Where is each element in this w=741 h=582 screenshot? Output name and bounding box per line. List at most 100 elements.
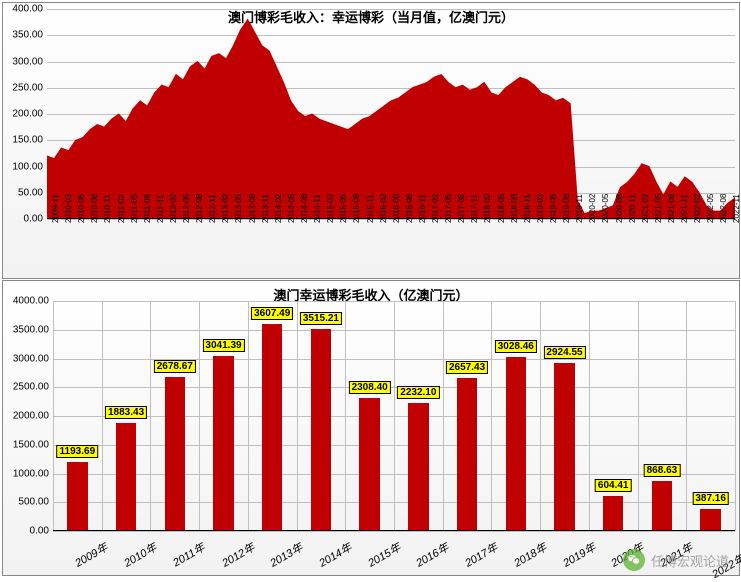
x-tick-label: 2016-08 (405, 194, 414, 223)
area-series (47, 9, 735, 219)
x-tick-label: 2016-02 (379, 194, 388, 223)
x-tick-label: 2018-05 (497, 194, 506, 223)
bar (408, 403, 428, 531)
x-tick-label: 2016-05 (392, 194, 401, 223)
y-tick-label: 4000.00 (13, 296, 49, 307)
x-tick-label: 2014-11 (313, 194, 322, 223)
y-tick-label: 50.00 (18, 187, 43, 198)
x-tick-label: 2015-02 (326, 194, 335, 223)
y-tick-label: 0.00 (24, 214, 43, 225)
x-tick-label: 2015年 (364, 539, 403, 571)
x-tick-label: 2019-02 (536, 194, 545, 223)
bar-value-label: 387.16 (692, 492, 729, 505)
x-tick-label: 2010年 (121, 539, 160, 571)
bar (652, 481, 672, 531)
x-tick-label: 2013-08 (248, 194, 257, 223)
y-tick-label: 150.00 (12, 135, 43, 146)
x-tick-label: 2013-02 (221, 194, 230, 223)
bar-value-label: 2232.10 (397, 386, 439, 399)
y-tick-label: 2000.00 (13, 411, 49, 422)
y-tick-label: 3500.00 (13, 324, 49, 335)
y-tick-label: 350.00 (12, 30, 43, 41)
x-tick-label: 2020-02 (588, 194, 597, 223)
bar (213, 356, 233, 531)
grid-line (248, 301, 249, 531)
x-tick-label: 2020-11 (628, 194, 637, 223)
x-tick-label: 2021-02 (641, 194, 650, 223)
x-tick-label: 2013-05 (234, 194, 243, 223)
y-tick-label: 200.00 (12, 109, 43, 120)
x-tick-label: 2022-08 (719, 194, 728, 223)
y-tick-label: 2500.00 (13, 382, 49, 393)
bar-value-label: 868.63 (644, 464, 681, 477)
x-tick-label: 2011-11 (156, 195, 165, 223)
x-tick-label: 2012-08 (195, 194, 204, 223)
x-tick-label: 2012-05 (182, 194, 191, 223)
x-tick-label: 2021-08 (667, 194, 676, 223)
grid-line (443, 301, 444, 531)
x-tick-label: 2016-11 (418, 194, 427, 223)
bar (700, 509, 720, 531)
top-area-chart: 澳门博彩毛收入：幸运博彩（当月值，亿澳门元） 0.0050.00100.0015… (2, 2, 740, 279)
x-tick-label: 2017-08 (457, 194, 466, 223)
x-tick-label: 2018-11 (523, 194, 532, 223)
x-tick-label: 2019-08 (562, 194, 571, 223)
x-tick-label: 2012年 (218, 539, 257, 571)
y-tick-label: 1000.00 (13, 468, 49, 479)
x-tick-label: 2010-02 (64, 194, 73, 223)
watermark-text: 任博宏观论道 (651, 551, 729, 570)
x-tick-label: 2013年 (267, 539, 306, 571)
grid-line (53, 531, 735, 532)
bar-value-label: 3028.46 (495, 340, 537, 353)
wechat-icon (623, 549, 645, 571)
watermark: 任博宏观论道 (623, 549, 729, 571)
x-tick-label: 2017-05 (444, 194, 453, 223)
x-tick-label: 2011-02 (117, 194, 126, 223)
grid-line (394, 301, 395, 531)
x-tick-label: 2012-02 (169, 194, 178, 223)
x-tick-label: 2018-08 (510, 194, 519, 223)
bottom-y-axis: 0.00500.001000.001500.002000.002500.0030… (3, 301, 53, 531)
bar-value-label: 604.41 (595, 479, 632, 492)
x-tick-label: 2019-11 (575, 194, 584, 223)
y-tick-label: 500.00 (18, 497, 49, 508)
x-tick-label: 2018年 (511, 539, 550, 571)
chart-container: 澳门博彩毛收入：幸运博彩（当月值，亿澳门元） 0.0050.00100.0015… (0, 0, 741, 577)
bar-value-label: 2678.67 (154, 360, 196, 373)
grid-line (540, 301, 541, 531)
bar (506, 357, 526, 531)
y-tick-label: 100.00 (12, 161, 43, 172)
y-tick-label: 400.00 (12, 4, 43, 15)
bar (603, 496, 623, 531)
x-tick-label: 2014-08 (300, 194, 309, 223)
x-tick-label: 2009年 (72, 539, 111, 571)
x-tick-label: 2021-05 (654, 194, 663, 223)
grid-line (491, 301, 492, 531)
bar-value-label: 2924.55 (543, 346, 585, 359)
bar-value-label: 1193.69 (57, 445, 99, 458)
grid-line (686, 301, 687, 531)
bar-value-label: 3515.21 (300, 312, 342, 325)
x-tick-label: 2022-11 (732, 194, 741, 223)
grid-line (638, 301, 639, 531)
bar (311, 329, 331, 531)
bar-value-label: 2657.43 (446, 361, 488, 374)
grid-line (345, 301, 346, 531)
x-tick-label: 2022-02 (693, 194, 702, 223)
x-tick-label: 2014-02 (274, 194, 283, 223)
grid-line (53, 301, 54, 531)
bar (554, 363, 574, 531)
x-tick-label: 2017-02 (431, 194, 440, 223)
y-tick-label: 0.00 (30, 526, 49, 537)
grid-line (589, 301, 590, 531)
x-tick-label: 2022-05 (706, 194, 715, 223)
x-tick-label: 2013-11 (261, 194, 270, 223)
x-tick-label: 2018-02 (483, 194, 492, 223)
top-y-axis: 0.0050.00100.00150.00200.00250.00300.003… (3, 9, 47, 219)
x-tick-label: 2011-08 (143, 194, 152, 223)
bar (165, 377, 185, 531)
bar-value-label: 2308.40 (349, 381, 391, 394)
grid-line (735, 301, 736, 531)
x-tick-label: 2014-05 (287, 194, 296, 223)
x-tick-label: 2015-05 (339, 194, 348, 223)
